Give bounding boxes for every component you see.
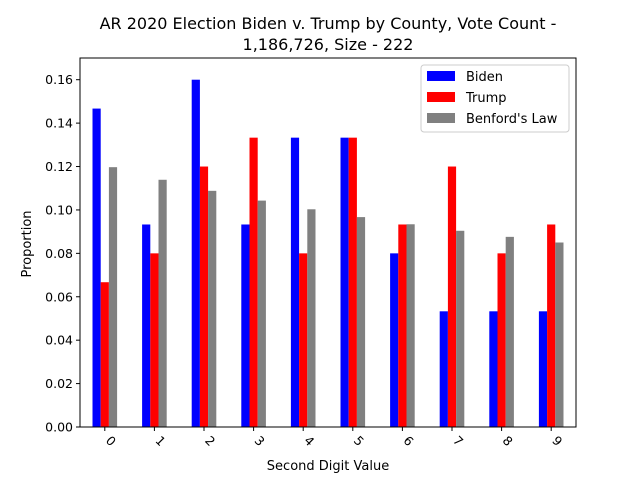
bar-benford-s-law-8	[505, 236, 514, 427]
bars-group	[92, 79, 564, 428]
bar-biden-6	[390, 253, 399, 427]
chart-title-line-1: AR 2020 Election Biden v. Trump by Count…	[100, 14, 557, 33]
x-tick-label: 4	[301, 433, 317, 449]
bar-trump-5	[348, 137, 357, 427]
legend: Biden Trump Benford's Law	[420, 64, 570, 133]
bar-trump-6	[398, 224, 407, 427]
bar-trump-8	[497, 253, 506, 427]
bar-trump-2	[199, 166, 209, 427]
bar-biden-9	[538, 311, 548, 427]
x-axis-label: Second Digit Value	[267, 459, 389, 474]
bar-trump-1	[150, 253, 159, 427]
bar-biden-1	[142, 224, 151, 427]
plot-frame	[79, 57, 577, 428]
x-tick-label: 8	[500, 433, 516, 449]
chart-title-line-2: 1,186,726, Size - 222	[243, 35, 414, 54]
y-axis-label: Proportion	[20, 210, 35, 277]
bar-biden-8	[489, 311, 498, 427]
bar-benford-s-law-5	[356, 217, 366, 427]
x-tick-label: 0	[103, 433, 119, 449]
bar-trump-4	[299, 253, 308, 427]
x-axis: 0 1 2 3 4 5 6 7 8 9	[103, 427, 566, 449]
bar-biden-2	[191, 79, 200, 428]
y-tick-label: 0.02	[45, 376, 73, 391]
bar-biden-5	[340, 137, 349, 427]
bar-biden-0	[92, 108, 101, 427]
x-tick-label: 9	[549, 433, 565, 449]
legend-box	[420, 64, 570, 133]
legend-label-benford-s-law: Benford's Law	[466, 112, 558, 127]
bar-biden-7	[439, 311, 448, 427]
legend-label-biden: Biden	[466, 70, 503, 85]
y-tick-label: 0.12	[45, 159, 73, 174]
legend-swatch-benford-s-law	[427, 113, 455, 123]
bar-benford-s-law-2	[208, 190, 217, 427]
x-tick-label: 1	[152, 433, 168, 449]
bar-trump-7	[447, 166, 457, 427]
y-tick-label: 0.04	[45, 333, 73, 348]
y-tick-label: 0.14	[45, 116, 73, 131]
y-tick-label: 0.16	[45, 72, 73, 87]
bar-benford-s-law-9	[555, 242, 564, 427]
x-tick-label: 6	[400, 433, 416, 449]
x-tick-label: 5	[351, 433, 367, 449]
bar-trump-3	[249, 137, 258, 427]
bar-benford-s-law-3	[257, 200, 266, 427]
y-tick-label: 0.00	[45, 420, 73, 435]
bar-trump-0	[100, 282, 109, 427]
bar-benford-s-law-6	[406, 224, 415, 427]
x-tick-label: 2	[202, 433, 218, 449]
y-tick-label: 0.06	[45, 289, 73, 304]
bar-benford-s-law-1	[158, 179, 167, 427]
bar-benford-s-law-4	[307, 209, 316, 427]
x-tick-label: 3	[252, 433, 268, 449]
y-axis: 0.00 0.02 0.04 0.06 0.08 0.10 0.12 0.14 0.16	[45, 72, 80, 435]
bar-benford-s-law-7	[456, 230, 465, 427]
y-tick-label: 0.08	[45, 246, 73, 261]
bar-biden-3	[241, 224, 250, 427]
legend-swatch-biden	[427, 71, 455, 81]
bar-benford-s-law-0	[108, 167, 118, 427]
bar-trump-9	[547, 224, 556, 427]
bar-biden-4	[290, 137, 300, 427]
legend-label-trump: Trump	[465, 91, 507, 106]
x-tick-label: 7	[450, 433, 466, 449]
legend-swatch-trump	[427, 92, 455, 102]
y-tick-label: 0.10	[45, 202, 73, 217]
